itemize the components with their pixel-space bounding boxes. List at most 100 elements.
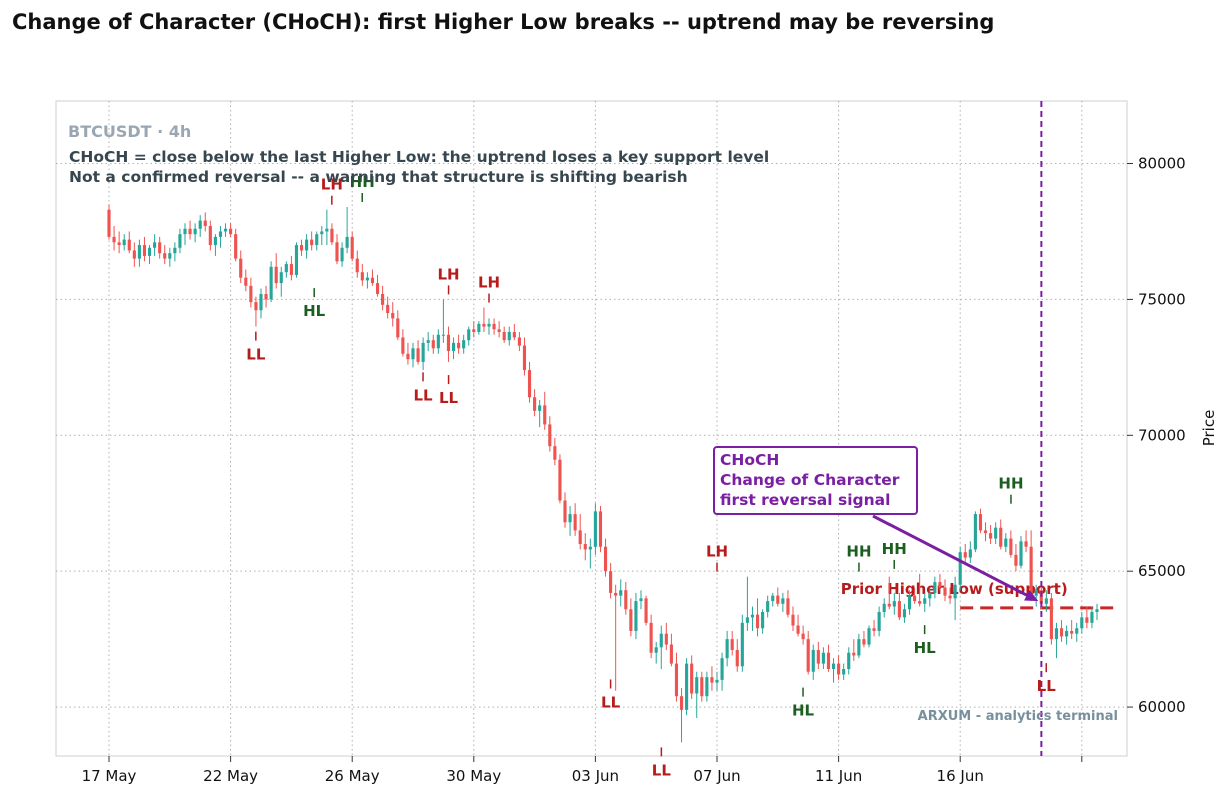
candle-body (791, 614, 795, 626)
candle (745, 576, 749, 631)
candle (335, 234, 339, 265)
candle-body (299, 245, 304, 251)
candle-body (310, 239, 314, 246)
candle-body (963, 552, 967, 558)
candle (472, 321, 476, 338)
candle (522, 337, 527, 376)
candle (451, 337, 456, 360)
y-tick-label: 80000 (1138, 155, 1186, 173)
candle (168, 247, 172, 267)
candle-body (1034, 590, 1038, 596)
candle (923, 592, 927, 612)
candle-body (1085, 617, 1089, 623)
candle (563, 492, 567, 528)
candle-body (953, 584, 957, 599)
candle-body (872, 628, 876, 631)
candle (857, 633, 861, 659)
candle (968, 541, 972, 564)
structure-label-hh: HH (846, 543, 872, 572)
candle-body (411, 348, 415, 360)
structure-label-ll: LL (246, 331, 266, 364)
candle-body (816, 650, 820, 664)
candle-body (659, 633, 663, 648)
candles (107, 204, 1099, 743)
candle (603, 538, 608, 577)
choch-callout-detail: first reversal signal (720, 491, 890, 509)
candle (527, 361, 532, 403)
structure-text: HH (882, 540, 907, 558)
candle-body (527, 370, 532, 398)
candle (983, 522, 988, 542)
candle (269, 261, 273, 303)
candle-body (1059, 628, 1064, 637)
candle (831, 658, 836, 683)
y-axis-label: Price (1200, 410, 1218, 447)
structure-label-ll: LL (439, 375, 459, 407)
candle (882, 598, 886, 618)
candle (629, 598, 633, 637)
candle (715, 671, 719, 691)
candle-body (193, 228, 197, 235)
candle (837, 655, 841, 680)
candle (436, 329, 440, 354)
note-line-1: CHoCH = close below the last Higher Low:… (69, 148, 769, 166)
candle-body (365, 277, 369, 281)
candle (659, 625, 663, 670)
candle (320, 226, 324, 246)
structure-text: HL (792, 702, 815, 720)
candle (497, 321, 501, 338)
x-tick-label: 30 May (446, 767, 501, 785)
candle-body (487, 323, 491, 327)
structure-text: LH (478, 274, 500, 292)
candle (902, 603, 907, 623)
candle-body (801, 633, 805, 640)
candle-body (583, 544, 587, 550)
candle-body (1095, 609, 1099, 612)
candle (1054, 622, 1059, 659)
candle (1059, 620, 1064, 642)
candle (801, 625, 805, 645)
candle (1009, 530, 1013, 558)
candle (1044, 590, 1048, 612)
candle-body (107, 209, 111, 237)
candle (305, 234, 309, 259)
candle-body (269, 266, 273, 300)
candle (431, 334, 435, 354)
candle (543, 391, 547, 430)
y-tick-label: 60000 (1138, 698, 1186, 716)
candle-body (598, 511, 603, 547)
candle (416, 340, 420, 365)
candle (796, 614, 800, 637)
candle (791, 606, 795, 631)
candle-body (254, 302, 258, 311)
candle (695, 671, 699, 718)
candle (457, 334, 461, 354)
candle-body (401, 337, 405, 354)
candle-body (472, 329, 476, 333)
candle-body (649, 622, 653, 653)
candle (401, 329, 405, 357)
y-tick-label: 70000 (1138, 426, 1186, 444)
candle-body (902, 609, 907, 618)
candle (781, 592, 785, 612)
candle-body (446, 334, 451, 352)
structure-text: LL (413, 386, 433, 404)
candle-body (279, 272, 283, 284)
candle-body (234, 234, 238, 259)
candle (1024, 530, 1028, 553)
candle (690, 655, 694, 699)
candle-body (274, 266, 278, 284)
candle-body (730, 639, 734, 651)
candle (193, 223, 197, 243)
candle (259, 288, 263, 319)
candle (1065, 625, 1069, 645)
structure-label-lh: LH (478, 274, 500, 303)
candle-body (497, 329, 501, 333)
candle-body (705, 677, 709, 697)
candle (548, 416, 552, 452)
candle (999, 519, 1003, 550)
candle (208, 220, 212, 251)
candle-body (750, 614, 755, 618)
candle-body (173, 247, 177, 254)
